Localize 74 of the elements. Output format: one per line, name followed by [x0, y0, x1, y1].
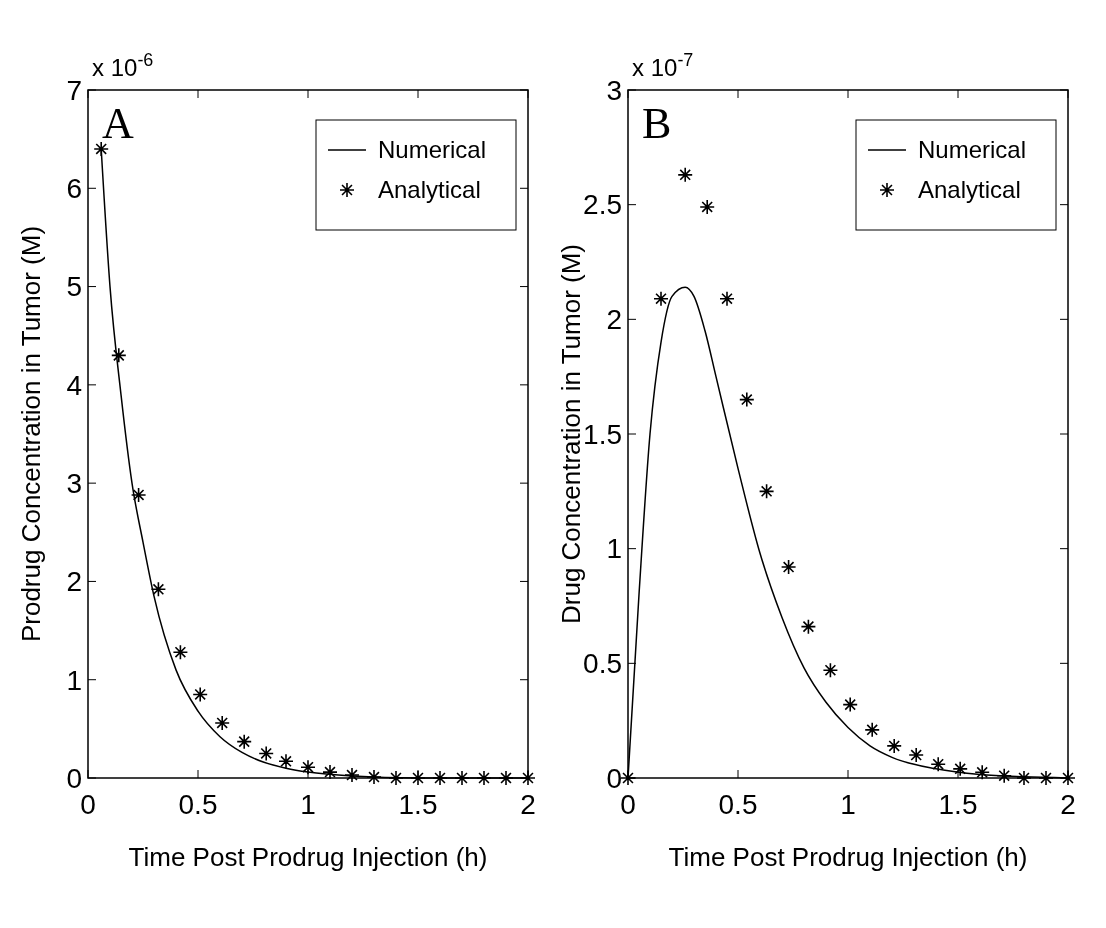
annotation: B	[642, 99, 672, 148]
x-axis-title: Time Post Prodrug Injection (h)	[668, 842, 1028, 872]
point	[930, 756, 946, 773]
y-tick-label: 7	[66, 74, 82, 106]
point	[150, 581, 167, 598]
y-tick-label: 2	[606, 304, 622, 336]
legend-label: Numerical	[378, 136, 487, 164]
x-tick-label: 2	[1060, 789, 1076, 820]
x-tick-label: 0.5	[178, 789, 218, 820]
legend-label: Numerical	[918, 136, 1027, 164]
point	[192, 686, 208, 703]
y-tick-label: 2	[66, 566, 82, 598]
point	[172, 644, 189, 660]
point	[111, 347, 127, 364]
point	[432, 770, 448, 786]
point	[1038, 770, 1054, 786]
point	[214, 715, 230, 731]
point	[758, 483, 775, 500]
x-tick-label: 1	[300, 789, 316, 820]
point	[800, 618, 817, 635]
annotation: A	[102, 99, 134, 148]
x-tick-label: 1	[840, 789, 856, 820]
point	[476, 770, 492, 786]
y-tick-label: 1	[66, 664, 82, 696]
x-axis-title: Time Post Prodrug Injection (h)	[128, 842, 488, 872]
y-axis-title: Prodrug Concentration in Tumor (M)	[16, 225, 46, 643]
point	[653, 290, 669, 307]
point	[454, 770, 470, 786]
point	[974, 764, 990, 781]
text: x 10$^{-7}$	[632, 50, 694, 81]
y-tick-label: 1.5	[583, 418, 622, 450]
point	[952, 761, 968, 777]
text: x 10$^{-6}$	[92, 50, 154, 81]
point	[236, 733, 252, 750]
y-tick-label: 0	[606, 762, 622, 794]
x-tick-label: 2	[520, 789, 536, 820]
y-tick-label: 3	[606, 74, 622, 106]
point	[278, 753, 294, 770]
point	[1016, 770, 1032, 786]
x-tick-label: 1.5	[938, 789, 978, 820]
point	[388, 770, 404, 786]
point	[842, 696, 858, 713]
y-tick-label: 6	[66, 173, 82, 205]
point	[300, 759, 316, 775]
point	[93, 141, 109, 157]
y-tick-label: 4	[66, 369, 82, 401]
point	[498, 770, 514, 786]
y-axis-title: Drug Concentration in Tumor (M)	[556, 243, 586, 625]
point	[410, 770, 426, 786]
legend-label: Analytical	[378, 176, 481, 204]
point	[739, 391, 755, 408]
point	[886, 738, 902, 754]
point	[780, 559, 797, 575]
point	[822, 662, 839, 679]
legend-label: Analytical	[918, 176, 1021, 204]
point	[322, 764, 338, 780]
y-tick-label: 1	[606, 533, 622, 565]
y-tick-label: 2.5	[583, 189, 622, 221]
point	[699, 199, 715, 215]
x-tick-label: 1.5	[398, 789, 438, 820]
point	[996, 767, 1012, 784]
x-tick-label: 0.5	[718, 789, 758, 820]
point	[677, 167, 693, 183]
point	[344, 767, 360, 783]
y-tick-label: 0.5	[583, 648, 622, 680]
point	[258, 745, 274, 762]
y-tick-label: 5	[66, 271, 82, 303]
point	[719, 290, 735, 307]
y-tick-label: 3	[66, 467, 82, 499]
point	[366, 769, 382, 785]
y-tick-label: 0	[66, 762, 82, 794]
point	[908, 747, 924, 763]
point	[130, 487, 147, 503]
point	[864, 722, 880, 738]
